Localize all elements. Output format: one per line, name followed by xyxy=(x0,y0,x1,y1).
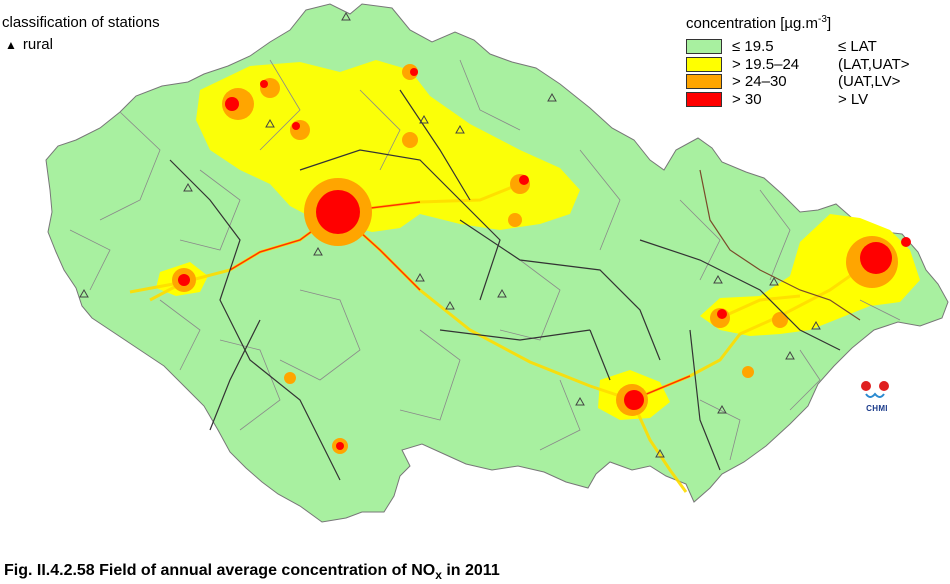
legend-row: > 30 > LV xyxy=(686,91,910,109)
legend-range: > 24–30 xyxy=(732,73,787,91)
station-triangle-icon xyxy=(455,124,465,134)
station-triangle-icon xyxy=(497,288,507,298)
zone-red xyxy=(178,68,911,450)
station-triangle-icon xyxy=(655,448,665,458)
caption-subscript: x xyxy=(435,568,442,583)
station-triangle-icon xyxy=(419,114,429,124)
legend-range: > 30 xyxy=(732,90,762,108)
caption-text: Fig. II.4.2.58 Field of annual average c… xyxy=(4,562,436,579)
station-triangle-icon xyxy=(415,272,425,282)
station-triangle-icon xyxy=(183,182,193,192)
station-legend-label: rural xyxy=(22,36,53,53)
district-borders xyxy=(69,59,901,461)
legend-class: ≤ LAT xyxy=(838,38,877,56)
figure-caption: Fig. II.4.2.58 Field of annual average c… xyxy=(4,562,500,582)
legend-swatch xyxy=(686,74,722,90)
legend-swatch xyxy=(686,91,722,107)
legend-title-end: ] xyxy=(826,15,832,32)
chmi-text: CHMI xyxy=(866,404,888,413)
legend-swatch xyxy=(686,39,722,55)
station-triangle-icon xyxy=(717,404,727,414)
historical-border xyxy=(699,169,861,321)
triangle-icon: ▲ xyxy=(5,38,17,52)
legend-range: > 19.5–24 xyxy=(732,55,800,73)
station-triangle-icon xyxy=(547,92,557,102)
station-triangle-icon xyxy=(713,274,723,284)
station-triangle-icon xyxy=(811,320,821,330)
legend-title-text: concentration [µg.m xyxy=(686,15,819,32)
station-legend-title: classification of stations xyxy=(2,14,160,31)
station-triangle-icon xyxy=(575,396,585,406)
station-triangle-icon xyxy=(445,300,455,310)
station-triangle-icon xyxy=(265,118,275,128)
chmi-logo-label: CHMI xyxy=(860,376,894,413)
legend-swatch xyxy=(686,56,722,72)
legend-class: > LV xyxy=(838,90,869,108)
legend-title: concentration [µg.m-3] xyxy=(686,10,910,34)
legend-row: ≤ 19.5 ≤ LAT xyxy=(686,38,910,56)
concentration-legend: concentration [µg.m-3] ≤ 19.5 ≤ LAT > 19… xyxy=(686,10,910,108)
chmi-logo xyxy=(861,381,889,398)
station-legend-row: ▲ rural xyxy=(2,34,160,56)
legend-title-exponent: -3 xyxy=(818,14,827,25)
station-triangle-icon xyxy=(313,246,323,256)
station-legend: classification of stations ▲ rural xyxy=(2,12,160,56)
legend-row: > 19.5–24 (LAT,UAT> xyxy=(686,56,910,74)
legend-class: (LAT,UAT> xyxy=(838,55,910,73)
station-triangle-icon xyxy=(341,11,351,21)
legend-class: (UAT,LV> xyxy=(838,73,901,91)
station-triangle-icon xyxy=(79,288,89,298)
region-borders xyxy=(169,89,841,481)
station-triangle-icon xyxy=(769,276,779,286)
station-triangle-icon xyxy=(785,350,795,360)
station-markers xyxy=(79,11,821,458)
legend-row: > 24–30 (UAT,LV> xyxy=(686,73,910,91)
legend-range: ≤ 19.5 xyxy=(732,38,774,56)
caption-end: in 2011 xyxy=(441,562,500,579)
